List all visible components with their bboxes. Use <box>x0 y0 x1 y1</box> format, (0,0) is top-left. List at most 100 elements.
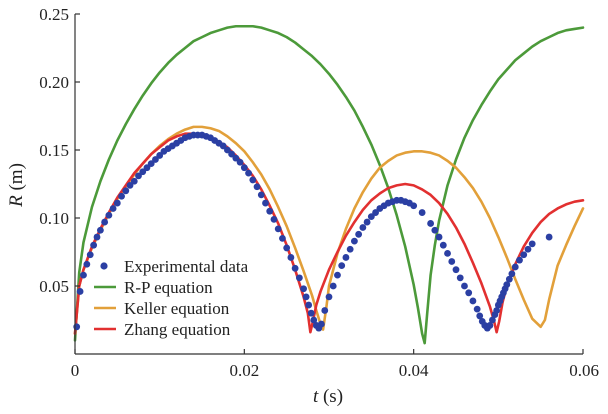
data-point <box>338 262 346 269</box>
data-point <box>310 316 318 324</box>
data-point <box>461 282 468 290</box>
data-point <box>300 285 307 293</box>
data-point <box>139 168 147 176</box>
data-point <box>307 309 315 317</box>
x-axis-title: t (s) <box>313 386 343 407</box>
x-tick-label: 0.06 <box>569 361 599 380</box>
data-point <box>135 172 142 180</box>
data-point <box>493 307 501 314</box>
data-point <box>325 293 333 301</box>
data-point <box>334 271 341 279</box>
y-tick-label: 0.10 <box>39 209 69 228</box>
data-point <box>363 218 371 226</box>
data-point <box>486 322 494 329</box>
data-point <box>76 288 84 295</box>
data-point <box>90 241 98 249</box>
data-point <box>410 202 418 210</box>
data-point <box>224 146 231 154</box>
data-point <box>236 158 244 166</box>
data-point <box>274 225 282 233</box>
data-point <box>295 274 303 282</box>
data-point <box>228 150 236 158</box>
data-point <box>245 169 252 177</box>
data-point <box>270 215 278 223</box>
data-point <box>93 233 101 241</box>
data-point <box>456 274 464 282</box>
data-point <box>80 271 87 279</box>
data-point <box>520 251 528 259</box>
data-point <box>279 235 286 242</box>
ticks: 0 0.02 0.04 0.06 0.05 0.10 0.15 0.20 0.25 <box>39 5 599 380</box>
data-point <box>240 164 248 172</box>
data-point <box>448 258 456 265</box>
data-point <box>86 251 94 259</box>
data-point <box>469 297 477 305</box>
data-point <box>283 244 291 252</box>
legend-marker-experimental <box>100 262 108 270</box>
data-point <box>528 240 536 248</box>
data-point <box>545 233 553 241</box>
data-point <box>109 205 117 212</box>
series-lines <box>73 24 585 345</box>
data-point <box>435 233 443 241</box>
data-point <box>418 209 426 216</box>
x-axis-unit: (s) <box>318 386 343 407</box>
x-tick-label: 0 <box>71 361 80 380</box>
data-point <box>321 307 329 314</box>
data-point <box>156 152 164 159</box>
y-axis-var: R <box>6 195 27 208</box>
legend-label: Keller equation <box>124 299 230 318</box>
data-point <box>317 320 325 328</box>
data-point <box>359 224 367 231</box>
data-point <box>118 192 125 200</box>
x-axis-var: t <box>313 386 319 407</box>
data-point <box>427 220 434 227</box>
axes <box>74 14 583 355</box>
data-point <box>346 245 354 253</box>
data-point <box>266 207 274 215</box>
data-point <box>511 263 519 271</box>
data-point <box>105 211 113 219</box>
legend: Experimental data R-P equation Keller equa… <box>94 257 249 339</box>
data-point <box>101 218 109 226</box>
data-point <box>465 289 473 297</box>
data-point <box>342 254 350 261</box>
data-point <box>257 191 265 199</box>
y-axis-title: R (m) <box>6 163 27 208</box>
data-point <box>232 154 240 162</box>
legend-label: Experimental data <box>124 257 249 276</box>
data-point <box>439 241 447 249</box>
y-tick-label: 0.15 <box>39 141 69 160</box>
plot-area <box>73 24 585 345</box>
data-point <box>152 156 159 163</box>
data-point <box>516 256 523 264</box>
data-point <box>253 183 261 191</box>
data-point <box>97 226 104 234</box>
data-point <box>329 282 337 290</box>
y-axis-unit: (m) <box>6 163 27 195</box>
data-point <box>505 275 513 283</box>
data-point <box>219 142 227 150</box>
x-tick-label: 0.02 <box>229 361 259 380</box>
data-point <box>113 199 121 207</box>
legend-label: Zhang equation <box>124 320 231 339</box>
data-point <box>476 312 484 320</box>
data-point <box>130 177 138 185</box>
data-point <box>143 164 151 172</box>
y-tick-label: 0.05 <box>39 277 69 296</box>
legend-label: R-P equation <box>124 278 213 297</box>
data-point <box>508 270 516 278</box>
data-point <box>473 305 481 313</box>
data-point <box>367 213 375 221</box>
data-point <box>305 301 313 309</box>
y-tick-label: 0.25 <box>39 5 69 24</box>
data-point <box>291 264 299 272</box>
data-point <box>126 181 134 189</box>
data-point <box>444 249 451 257</box>
data-point <box>262 199 269 207</box>
data-point <box>489 316 496 324</box>
data-point <box>351 237 358 245</box>
data-point <box>372 209 379 216</box>
x-tick-label: 0.04 <box>399 361 429 380</box>
